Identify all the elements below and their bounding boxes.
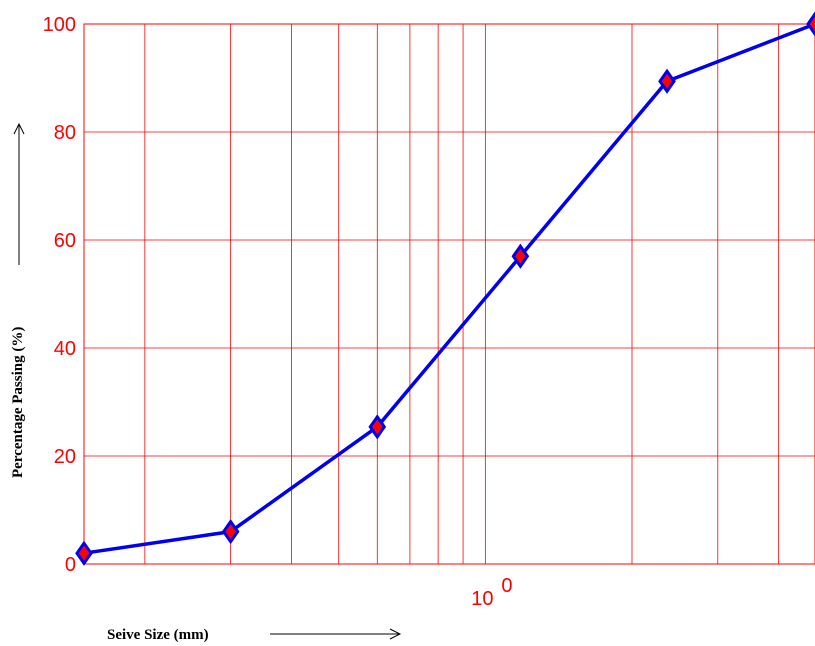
data-point-marker <box>221 518 240 545</box>
x-axis-title: Seive Size (mm) <box>107 627 209 643</box>
x-tick-label: 10 <box>471 588 493 610</box>
y-tick-label: 80 <box>54 122 76 144</box>
y-tick-label: 100 <box>43 14 76 36</box>
data-point-marker <box>806 11 815 37</box>
y-tick-label: 60 <box>54 230 76 252</box>
grid <box>84 23 815 565</box>
y-axis-title: Percentage Passing (%) <box>10 327 26 478</box>
plot-frame <box>83 23 815 565</box>
data-point-marker <box>658 68 676 94</box>
y-tick-labels: 0 20 40 60 80 100 <box>43 14 76 576</box>
data-point-marker <box>368 414 387 440</box>
y-axis-arrow <box>13 122 25 265</box>
data-markers <box>75 11 815 566</box>
y-tick-label: 0 <box>65 554 76 576</box>
y-tick-label: 40 <box>54 338 76 360</box>
data-point-marker <box>75 540 93 566</box>
x-tick-labels: 10 0 <box>471 575 512 610</box>
series-line <box>83 22 815 555</box>
x-tick-exponent: 0 <box>501 575 512 597</box>
x-axis-arrow <box>270 628 402 640</box>
y-tick-label: 20 <box>54 446 76 468</box>
data-point-marker <box>511 243 530 269</box>
